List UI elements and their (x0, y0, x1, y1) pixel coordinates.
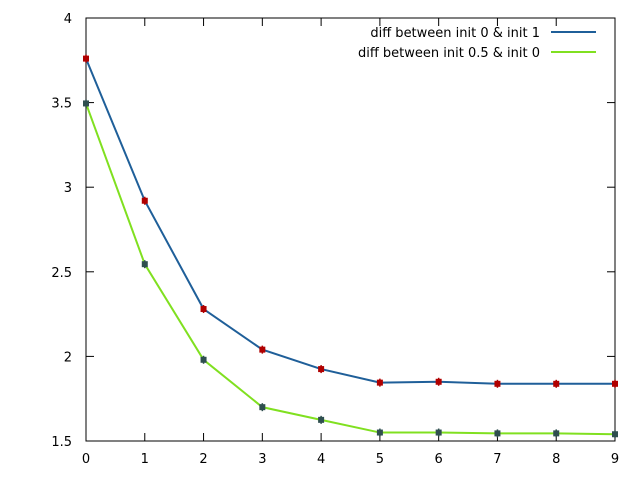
data-point (141, 260, 148, 269)
data-point (141, 196, 148, 205)
data-point (200, 305, 207, 314)
data-point (318, 365, 325, 374)
series-1 (83, 99, 618, 439)
data-point (494, 379, 501, 388)
series-line (85, 103, 616, 436)
data-point (200, 355, 207, 364)
data-point (318, 415, 325, 424)
data-point (553, 379, 560, 388)
x-tick-label: 5 (376, 452, 384, 467)
data-point (435, 377, 442, 386)
x-tick-label: 3 (258, 452, 266, 467)
y-tick-label: 2.5 (51, 266, 72, 281)
series-layer (83, 54, 618, 439)
data-point (494, 429, 501, 438)
data-point (259, 403, 266, 412)
x-tick-label: 7 (493, 452, 501, 467)
x-tick-label: 0 (82, 452, 90, 467)
data-point (376, 378, 383, 387)
data-point (553, 429, 560, 438)
x-tick-label: 1 (141, 452, 149, 467)
x-tick-label: 4 (317, 452, 325, 467)
y-tick-label: 4 (64, 12, 72, 27)
y-tick-label: 3.5 (51, 97, 72, 112)
data-point (83, 54, 89, 63)
x-tick-label: 6 (435, 452, 443, 467)
data-point (83, 99, 89, 108)
legend: diff between init 0 & init 1 diff between… (358, 26, 596, 61)
series-line (85, 58, 615, 385)
legend-label: diff between init 0.5 & init 0 (358, 46, 540, 61)
y-tick-label: 1.5 (51, 435, 72, 450)
legend-label: diff between init 0 & init 1 (370, 26, 540, 41)
y-tick-label: 3 (64, 181, 72, 196)
plot-frame (85, 17, 616, 442)
x-tick-label: 8 (552, 452, 560, 467)
data-point (376, 428, 383, 437)
series-0 (83, 54, 618, 388)
x-tick-label: 9 (611, 452, 619, 467)
data-point (612, 430, 618, 439)
x-tick-label: 2 (199, 452, 207, 467)
data-point (612, 379, 618, 388)
y-tick-label: 2 (64, 350, 72, 365)
data-point (259, 345, 266, 354)
data-point (435, 428, 442, 437)
